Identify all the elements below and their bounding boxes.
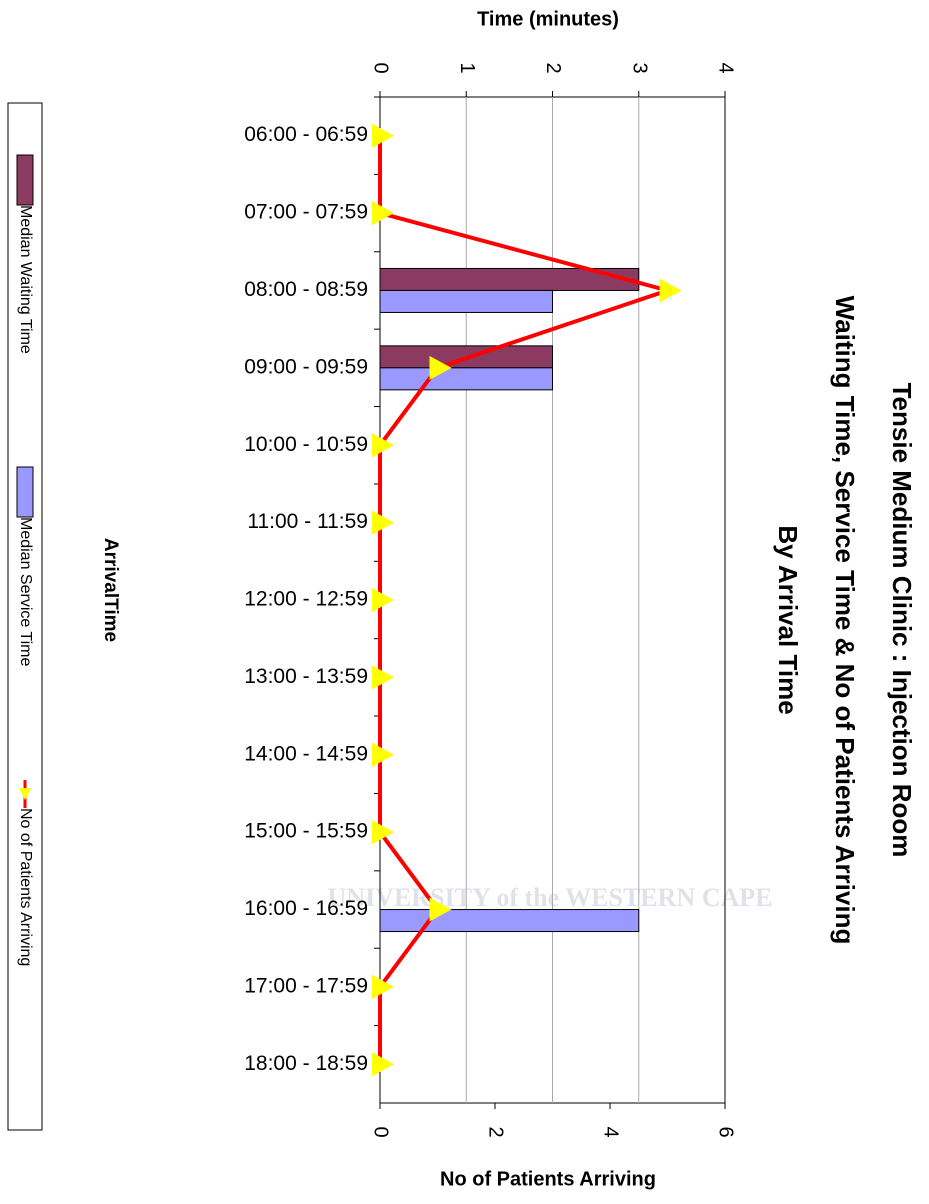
y2-tick-label: 0	[370, 1126, 392, 1137]
bar	[379, 367, 553, 391]
y2-axis-title: No of Patients Arriving	[440, 1168, 656, 1190]
legend-swatch	[16, 154, 34, 206]
legend-box	[7, 102, 43, 1131]
x-tick-label: 13:00 - 13:59	[244, 665, 368, 688]
line-marker	[372, 665, 394, 690]
x-tick-label: 08:00 - 08:59	[244, 278, 368, 301]
line-marker	[372, 820, 394, 845]
legend-swatch	[16, 466, 34, 518]
legend-marker	[19, 788, 31, 800]
x-tick-label: 07:00 - 07:59	[244, 201, 368, 224]
x-tick-label: 18:00 - 18:59	[244, 1052, 368, 1075]
x-tick-label: 12:00 - 12:59	[244, 588, 368, 611]
line-marker	[659, 278, 682, 303]
legend-label: Median Waiting Time	[17, 205, 34, 354]
x-tick-label: 11:00 - 11:59	[247, 510, 368, 533]
line-marker	[372, 433, 394, 458]
x-tick-label: 10:00 - 10:59	[244, 433, 368, 456]
y2-tick-label: 2	[485, 1126, 507, 1137]
legend-label: Median Service Time	[17, 517, 34, 666]
line-marker	[372, 742, 394, 767]
chart-title: Waiting Time, Service Time & No of Patie…	[830, 296, 860, 945]
bar	[379, 909, 640, 933]
y-tick-label: 2	[542, 62, 564, 73]
line-marker	[372, 123, 394, 148]
line-marker	[429, 355, 452, 380]
bar	[379, 289, 553, 313]
y2-tick-label: 4	[600, 1126, 622, 1137]
y-axis-title: Time (minutes)	[477, 8, 619, 30]
watermark: UNIVERSITY of the WESTERN CAPE	[328, 883, 773, 912]
y-tick-label: 1	[456, 62, 478, 73]
x-tick-label: 17:00 - 17:59	[244, 974, 368, 997]
y-tick-label: 0	[370, 62, 392, 73]
x-tick-label: 15:00 - 15:59	[244, 820, 368, 843]
line-marker	[372, 588, 394, 612]
x-axis-title: ArrivalTime	[100, 538, 121, 642]
x-tick-label: 06:00 - 06:59	[244, 123, 368, 146]
line-marker	[429, 897, 452, 922]
line-marker	[372, 974, 394, 999]
legend-label: No of Patients Arriving	[17, 808, 34, 966]
y2-tick-label: 6	[715, 1126, 737, 1137]
y-tick-label: 3	[628, 62, 650, 73]
y-tick-label: 4	[715, 62, 737, 73]
line-marker	[372, 201, 394, 226]
x-tick-label: 09:00 - 09:59	[244, 355, 368, 378]
chart-title: By Arrival Time	[773, 525, 803, 714]
line-marker	[372, 510, 394, 535]
line-marker	[372, 1052, 394, 1077]
x-tick-label: 16:00 - 16:59	[244, 897, 368, 920]
chart-title: Tensie Medium Clinic : Injection Room	[887, 383, 917, 858]
x-tick-label: 14:00 - 14:59	[244, 742, 368, 765]
